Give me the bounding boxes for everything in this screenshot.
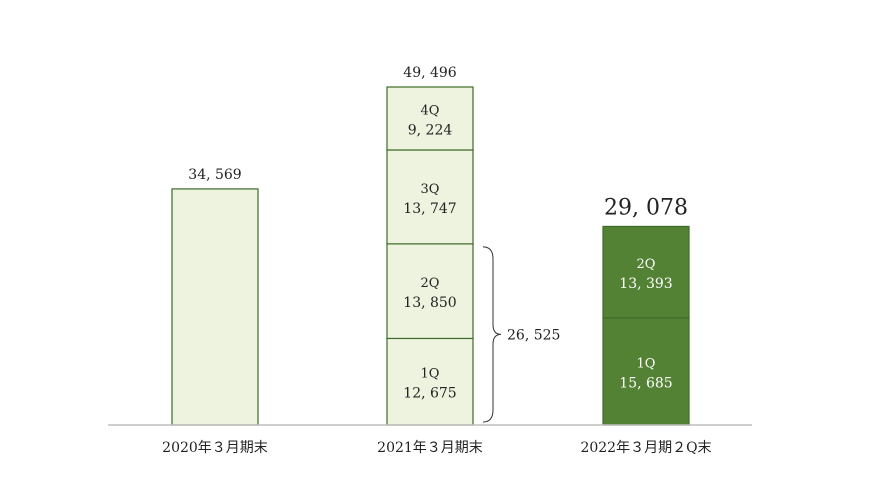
bracket-label: 26, 525 xyxy=(507,327,560,343)
segment-label-value: 9, 224 xyxy=(408,122,453,138)
labels-layer: 34, 569 2020年３月期末 1Q 12, 675 2Q 13, 850 3Q 13, … xyxy=(162,65,711,456)
bar-1-segment-4Q xyxy=(386,86,474,151)
segment-label-quarter: 1Q xyxy=(637,356,656,371)
segment-label-value: 13, 850 xyxy=(403,295,456,311)
bar-2-segment-1Q xyxy=(602,317,690,426)
segment-label-quarter: 3Q xyxy=(421,182,440,197)
segment-label-quarter: 1Q xyxy=(421,367,440,382)
bars-layer xyxy=(171,86,690,426)
segment-label-quarter: 2Q xyxy=(421,276,440,291)
segment-label-value: 12, 675 xyxy=(403,386,456,402)
category-label: 2020年３月期末 xyxy=(162,440,268,456)
bar-1-segment-1Q xyxy=(386,337,474,426)
segment-label-value: 13, 393 xyxy=(619,276,672,292)
bracket xyxy=(482,246,502,423)
total-label: 49, 496 xyxy=(403,65,457,81)
total-label: 29, 078 xyxy=(604,195,688,220)
bar-1-segment-3Q xyxy=(386,149,474,245)
category-label: 2022年３月期２Q末 xyxy=(580,440,711,456)
segment-label-value: 15, 685 xyxy=(619,375,672,391)
segment-label-quarter: 4Q xyxy=(421,103,440,118)
segment-label-value: 13, 747 xyxy=(403,201,456,217)
segment-label-quarter: 2Q xyxy=(637,257,656,272)
total-label: 34, 569 xyxy=(188,167,241,183)
bar-0 xyxy=(171,188,259,426)
bar-2-segment-2Q xyxy=(602,225,690,319)
category-label: 2021年３月期末 xyxy=(377,440,483,456)
